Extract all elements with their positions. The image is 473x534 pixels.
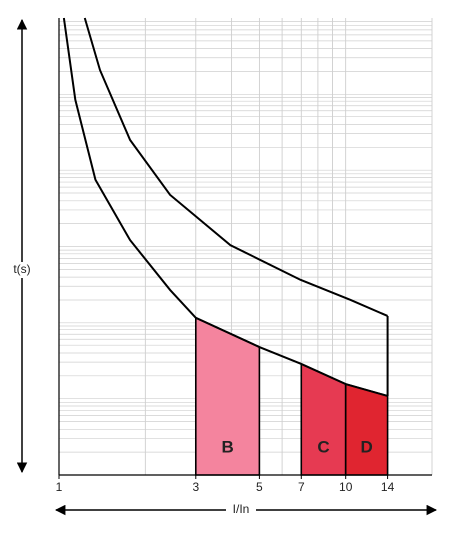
zone [344,382,389,476]
x-label-bg [226,502,256,518]
x-tick-label: 14 [381,480,395,494]
curve [83,17,388,317]
x-tick-label: 3 [192,480,199,494]
zone-label: B [221,437,233,456]
x-ticks: 1 3 5 7 10 14 [56,475,395,494]
x-tick-label: 7 [298,480,305,494]
y-label-bg [10,262,36,278]
curves [62,17,389,397]
y-axis-label: t(s) [13,262,30,276]
zone-label: D [361,437,373,456]
x-axis-label: I/In [233,502,250,516]
zones: B C D [194,316,389,476]
zone-label: C [317,437,329,456]
x-tick-label: 10 [339,480,353,494]
curve [62,17,388,397]
x-tick-label: 5 [256,480,263,494]
x-tick-label: 1 [56,480,63,494]
